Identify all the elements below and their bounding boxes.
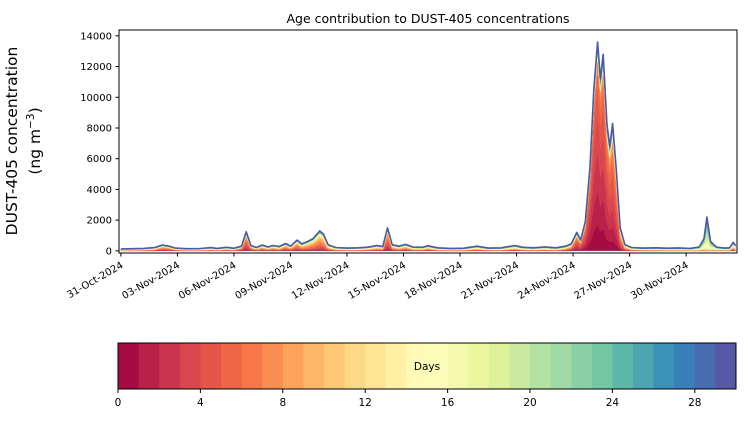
colorbar-tick-label: 24 — [606, 397, 620, 409]
age-band-area — [120, 54, 736, 251]
age-band-area — [120, 50, 736, 250]
y-axis-label-superscript: −3 — [25, 113, 37, 128]
age-band-area — [120, 54, 736, 251]
colorbar-segment — [715, 343, 737, 389]
colorbar-segment — [365, 343, 387, 389]
colorbar-segment — [468, 343, 490, 389]
colorbar-tick-label: 12 — [359, 397, 372, 409]
age-band-area — [120, 51, 736, 250]
colorbar-segment — [241, 343, 263, 389]
y-tick-label: 8000 — [87, 123, 112, 134]
colorbar-tick-label: 20 — [523, 397, 536, 409]
colorbar-segment — [282, 343, 304, 389]
x-tick-label: 06-Nov-2024 — [177, 260, 238, 302]
x-tick-label: 27-Nov-2024 — [573, 260, 634, 302]
colorbar-segment — [612, 343, 634, 389]
colorbar-segment — [118, 343, 140, 389]
colorbar-segment — [427, 343, 449, 389]
colorbar-segment — [674, 343, 696, 389]
colorbar-tick-label: 16 — [441, 397, 455, 409]
y-tick-label: 10000 — [80, 93, 112, 104]
x-tick-label: 24-Nov-2024 — [516, 260, 577, 302]
x-tick-label: 03-Nov-2024 — [120, 260, 181, 302]
age-band-area — [120, 188, 736, 251]
colorbar-segment — [159, 343, 181, 389]
colorbar-segment — [653, 343, 675, 389]
age-band-area — [120, 54, 736, 251]
age-band-area — [120, 54, 736, 251]
colorbar-tick-label: 8 — [279, 397, 286, 409]
total-concentration-outline — [120, 41, 737, 250]
age-band-area — [120, 49, 736, 250]
colorbar-segment — [406, 343, 428, 389]
x-tick-label: 12-Nov-2024 — [290, 260, 351, 302]
y-axis-label-line2: (ng m−3) — [25, 107, 44, 174]
colorbar-segment — [303, 343, 325, 389]
y-tick-label: 2000 — [87, 216, 112, 227]
age-band-area — [120, 51, 736, 250]
age-band-area — [120, 61, 736, 251]
age-band-area — [120, 43, 736, 250]
colorbar-tick-label: 0 — [115, 397, 122, 409]
colorbar-segment — [530, 343, 552, 389]
x-tick-label: 18-Nov-2024 — [403, 260, 464, 302]
age-band-area — [120, 46, 736, 250]
age-band-area — [120, 55, 736, 251]
age-band-area — [120, 70, 736, 251]
x-tick-label: 31-Oct-2024 — [65, 260, 125, 301]
y-tick-label: 4000 — [87, 185, 112, 196]
age-band-area — [120, 88, 736, 251]
age-band-area — [120, 54, 736, 251]
y-axis-label: DUST-405 concentration (ng m−3) — [3, 47, 44, 236]
colorbar-segment — [221, 343, 243, 389]
age-band-area — [120, 42, 736, 250]
age-band-area — [120, 150, 736, 251]
age-band-area — [120, 45, 736, 250]
plot-title: Age contribution to DUST-405 concentrati… — [286, 11, 569, 26]
age-band-area — [120, 44, 736, 250]
colorbar-segment — [200, 343, 222, 389]
colorbar-tick-label: 28 — [688, 397, 701, 409]
colorbar-segment — [550, 343, 572, 389]
plot-border — [118, 29, 738, 254]
age-band-area — [120, 46, 736, 250]
colorbar-segment — [385, 343, 407, 389]
colorbar-border — [117, 342, 737, 390]
x-tick-label: 09-Nov-2024 — [233, 260, 294, 302]
y-tick-label: 0 — [106, 246, 112, 257]
age-band-area — [120, 41, 736, 250]
y-tick-label: 14000 — [80, 31, 112, 42]
colorbar-segment — [591, 343, 613, 389]
colorbar-tick-label: 4 — [197, 397, 204, 409]
stacked-area-layer — [120, 41, 737, 251]
age-band-area — [120, 115, 736, 251]
colorbar-segment — [694, 343, 716, 389]
age-band-area — [120, 54, 736, 251]
colorbar-segment — [488, 343, 510, 389]
age-band-area — [120, 52, 736, 250]
x-tick-label: 30-Nov-2024 — [629, 260, 690, 302]
colorbar-segment — [633, 343, 655, 389]
colorbar-segment — [138, 343, 160, 389]
age-band-area — [120, 48, 736, 250]
y-tick-label: 12000 — [80, 62, 112, 73]
colorbar: 0 4 8 12 16 20 24 28 — [115, 343, 737, 409]
colorbar-segment — [324, 343, 346, 389]
colorbar-segment — [262, 343, 284, 389]
colorbar-segment — [447, 343, 469, 389]
colorbar-segment — [509, 343, 531, 389]
x-tick-label: 15-Nov-2024 — [347, 260, 408, 302]
y-tick-label: 6000 — [87, 154, 112, 165]
colorbar-label: Days — [414, 361, 440, 373]
colorbar-segment — [344, 343, 366, 389]
colorbar-segment — [571, 343, 593, 389]
age-band-area — [120, 56, 736, 251]
colorbar-segment — [179, 343, 201, 389]
x-tick-label: 21-Nov-2024 — [460, 260, 521, 302]
age-band-area — [120, 53, 736, 251]
age-band-area — [120, 47, 736, 250]
y-axis-label-line1: DUST-405 concentration — [3, 47, 21, 236]
